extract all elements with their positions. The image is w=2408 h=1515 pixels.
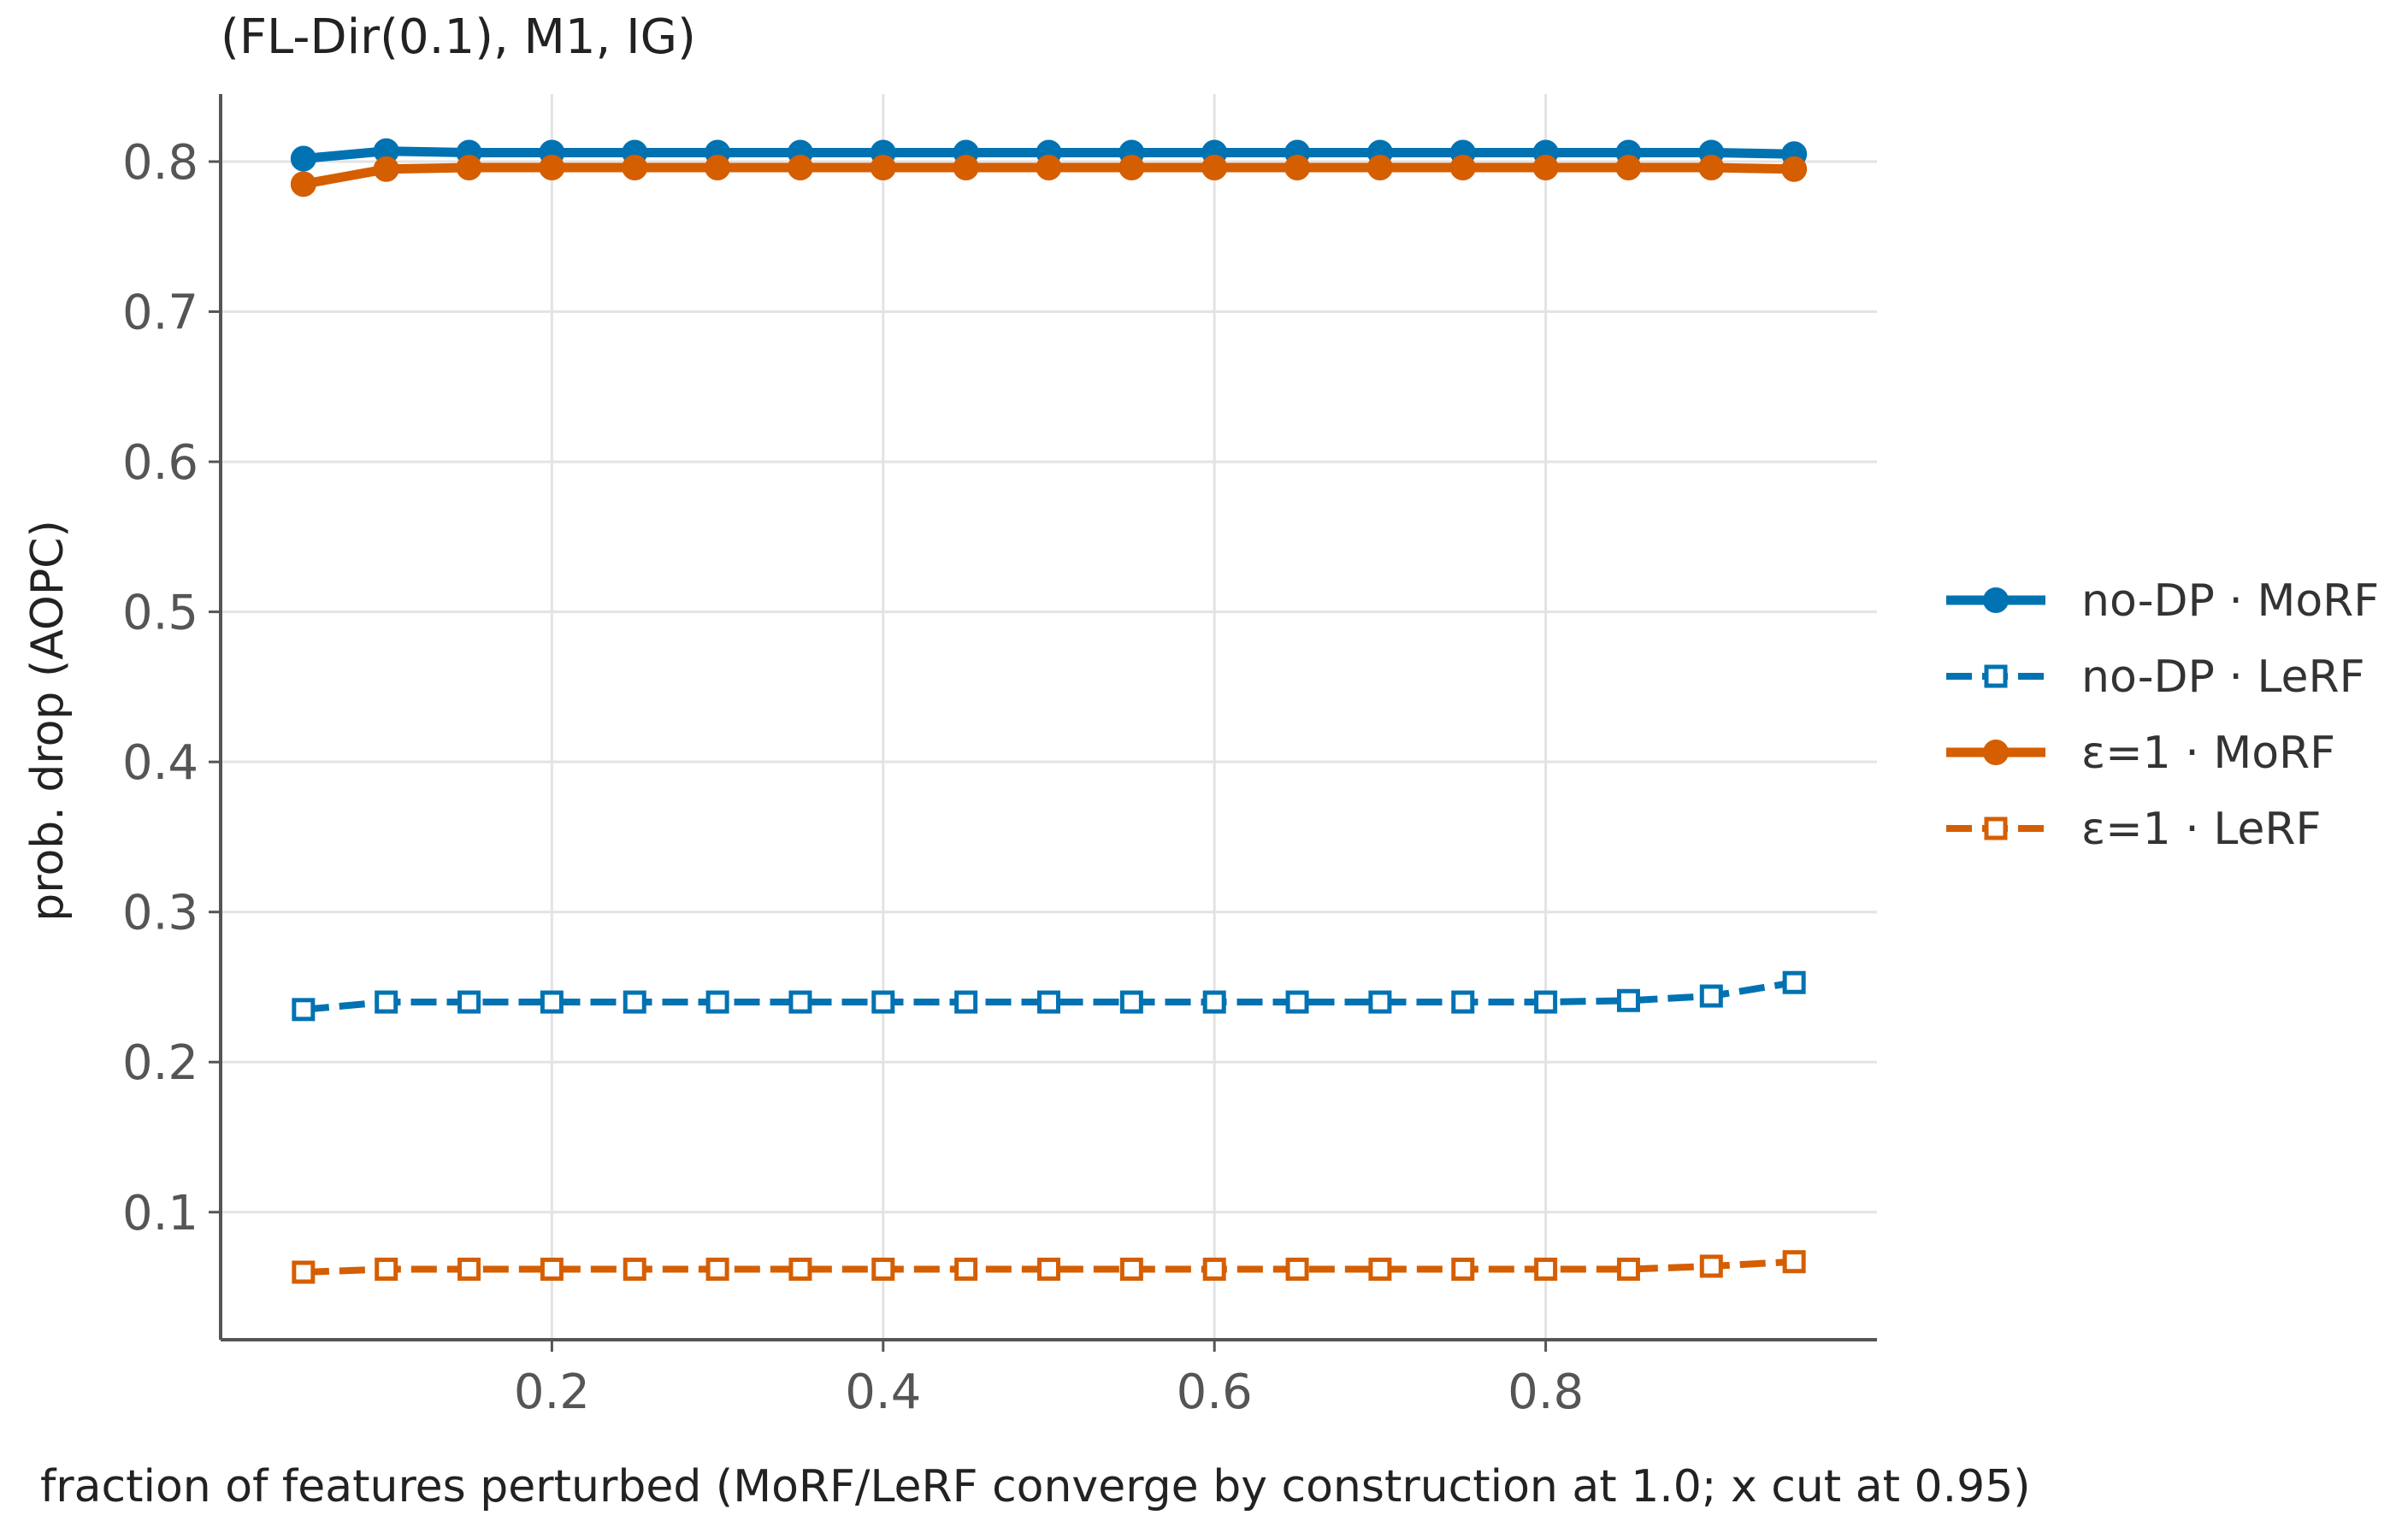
- data-point-eps-1-morf-7: [870, 155, 896, 181]
- data-point-eps-1-morf-15: [1532, 155, 1559, 181]
- data-point-eps-1-morf-5: [705, 155, 731, 181]
- data-point-no-dp-lerf-16: [1616, 988, 1640, 1012]
- data-point-no-dp-lerf-10: [1119, 990, 1143, 1014]
- x-tick-label-1: 0.4: [845, 1365, 921, 1420]
- data-point-eps-1-lerf-11: [1202, 1257, 1226, 1281]
- x-tick-label-3: 0.8: [1508, 1365, 1584, 1420]
- data-point-eps-1-lerf-1: [375, 1257, 398, 1281]
- data-point-no-dp-lerf-4: [623, 990, 646, 1014]
- data-point-eps-1-lerf-17: [1699, 1254, 1723, 1278]
- data-point-eps-1-lerf-0: [292, 1260, 316, 1284]
- series-no-dp-lerf: [292, 970, 1806, 1022]
- legend-label-no-dp-lerf: no-DP · LeRF: [2081, 651, 2365, 703]
- data-point-eps-1-morf-3: [539, 155, 565, 181]
- data-point-eps-1-lerf-5: [705, 1257, 729, 1281]
- data-point-eps-1-lerf-18: [1782, 1250, 1806, 1274]
- data-point-no-dp-lerf-13: [1368, 990, 1392, 1014]
- data-point-eps-1-morf-13: [1366, 155, 1393, 181]
- data-point-eps-1-morf-6: [787, 155, 813, 181]
- data-point-no-dp-lerf-2: [457, 990, 481, 1014]
- legend-marker-no-dp-lerf: [1984, 664, 2008, 688]
- data-point-eps-1-lerf-4: [623, 1257, 646, 1281]
- chart-title: (FL-Dir(0.1), M1, IG): [221, 9, 696, 65]
- data-point-eps-1-lerf-13: [1368, 1257, 1392, 1281]
- data-point-eps-1-morf-18: [1781, 156, 1808, 182]
- data-point-no-dp-lerf-11: [1202, 990, 1226, 1014]
- data-point-eps-1-lerf-15: [1534, 1257, 1558, 1281]
- data-point-eps-1-morf-11: [1201, 155, 1228, 181]
- grid: [221, 94, 1877, 1340]
- data-point-eps-1-lerf-2: [457, 1257, 481, 1281]
- legend-label-eps-1-lerf: ε=1 · LeRF: [2081, 804, 2321, 855]
- data-point-eps-1-morf-17: [1698, 155, 1725, 181]
- legend-item-eps-1-morf: ε=1 · MoRF: [1946, 728, 2335, 779]
- y-tick-label-6: 0.7: [122, 286, 198, 341]
- data-point-eps-1-lerf-16: [1616, 1257, 1640, 1281]
- axes: 0.2 0.4 0.6 0.8 0.1 0.2 0.3 0.4 0.5 0.6 0.7 0.8: [122, 94, 1877, 1420]
- data-point-no-dp-lerf-1: [375, 990, 398, 1014]
- legend-item-eps-1-lerf: ε=1 · LeRF: [1946, 804, 2321, 855]
- data-point-no-dp-lerf-18: [1782, 970, 1806, 994]
- data-point-eps-1-lerf-8: [954, 1257, 978, 1281]
- data-point-eps-1-lerf-12: [1285, 1257, 1309, 1281]
- y-tick-label-2: 0.3: [122, 886, 198, 941]
- legend: no-DP · MoRF no-DP · LeRF ε=1 · MoRF ε=1 · …: [1946, 575, 2379, 855]
- legend-label-no-dp-morf: no-DP · MoRF: [2081, 575, 2379, 627]
- data-point-no-dp-lerf-14: [1451, 990, 1475, 1014]
- data-point-no-dp-lerf-15: [1534, 990, 1558, 1014]
- legend-marker-eps-1-morf: [1983, 740, 2009, 765]
- data-point-eps-1-morf-0: [290, 171, 316, 197]
- data-point-no-dp-lerf-8: [954, 990, 978, 1014]
- data-point-eps-1-morf-2: [456, 155, 482, 181]
- data-point-eps-1-morf-16: [1615, 155, 1642, 181]
- legend-marker-no-dp-morf: [1983, 587, 2009, 613]
- y-tick-label-3: 0.4: [122, 735, 198, 791]
- data-point-no-dp-lerf-5: [705, 990, 729, 1014]
- legend-item-no-dp-lerf: no-DP · LeRF: [1946, 651, 2365, 703]
- x-tick-label-2: 0.6: [1177, 1365, 1253, 1420]
- data-point-eps-1-lerf-3: [540, 1257, 564, 1281]
- data-point-eps-1-lerf-7: [871, 1257, 895, 1281]
- data-point-no-dp-lerf-6: [788, 990, 812, 1014]
- data-point-eps-1-lerf-6: [788, 1257, 812, 1281]
- series-eps-1-morf: [290, 155, 1808, 197]
- legend-item-no-dp-morf: no-DP · MoRF: [1946, 575, 2379, 627]
- y-tick-label-0: 0.1: [122, 1186, 198, 1241]
- data-point-no-dp-lerf-17: [1699, 984, 1723, 1008]
- data-point-eps-1-morf-4: [622, 155, 648, 181]
- y-tick-label-4: 0.5: [122, 586, 198, 641]
- data-point-no-dp-lerf-0: [292, 998, 316, 1022]
- data-point-no-dp-lerf-12: [1285, 990, 1309, 1014]
- data-point-eps-1-morf-10: [1118, 155, 1145, 181]
- data-point-no-dp-lerf-7: [871, 990, 895, 1014]
- data-point-eps-1-lerf-14: [1451, 1257, 1475, 1281]
- data-point-eps-1-morf-1: [373, 156, 399, 182]
- data-point-eps-1-morf-8: [953, 155, 979, 181]
- data-point-eps-1-morf-9: [1036, 155, 1062, 181]
- data-point-eps-1-lerf-10: [1119, 1257, 1143, 1281]
- y-tick-label-7: 0.8: [122, 135, 198, 191]
- y-tick-label-1: 0.2: [122, 1035, 198, 1091]
- data-point-no-dp-morf-0: [290, 145, 316, 172]
- series-eps-1-lerf: [292, 1250, 1806, 1284]
- data-point-eps-1-lerf-9: [1037, 1257, 1060, 1281]
- series-layer: [290, 138, 1808, 1284]
- x-axis-label: fraction of features perturbed (MoRF/LeR…: [40, 1461, 2031, 1512]
- legend-marker-eps-1-lerf: [1984, 816, 2008, 840]
- y-axis-label: prob. drop (AOPC): [22, 520, 74, 922]
- data-point-eps-1-morf-12: [1284, 155, 1311, 181]
- y-tick-label-5: 0.6: [122, 435, 198, 491]
- data-point-eps-1-morf-14: [1449, 155, 1476, 181]
- x-tick-label-0: 0.2: [514, 1365, 590, 1420]
- data-point-no-dp-lerf-3: [540, 990, 564, 1014]
- data-point-no-dp-lerf-9: [1037, 990, 1060, 1014]
- legend-label-eps-1-morf: ε=1 · MoRF: [2081, 728, 2335, 779]
